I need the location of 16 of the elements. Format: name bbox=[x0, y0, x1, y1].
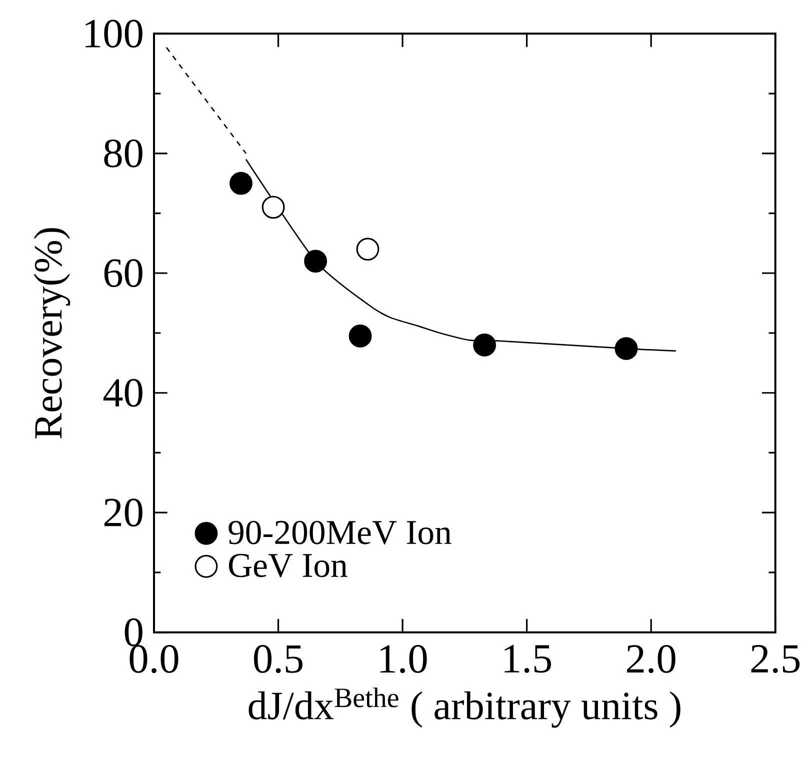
x-tick-label: 2.5 bbox=[751, 645, 800, 673]
x-tick-label: 0.0 bbox=[130, 645, 178, 674]
x-tick-label: 1.0 bbox=[380, 645, 427, 674]
x-tick-label: 0.5 bbox=[254, 645, 302, 674]
legend-label: GeV Ion bbox=[228, 554, 348, 578]
y-tick-label: 100 bbox=[86, 20, 142, 48]
y-tick-label: 20 bbox=[104, 498, 142, 527]
y-tick-label: 0 bbox=[124, 618, 142, 646]
y-axis-title: Recovery(%) bbox=[34, 228, 70, 438]
y-tick-label: 80 bbox=[104, 139, 142, 168]
y-tick-label: 40 bbox=[103, 378, 142, 407]
legend-label: 90-200MeV Ion bbox=[228, 520, 452, 544]
x-tick-label: 2.0 bbox=[627, 645, 676, 674]
y-tick-label: 60 bbox=[104, 259, 142, 288]
x-tick-label: 1.5 bbox=[504, 645, 552, 673]
x-axis-title: dJ/dx$^{Bethe}$ ( arbitrary units ) bbox=[248, 688, 680, 728]
